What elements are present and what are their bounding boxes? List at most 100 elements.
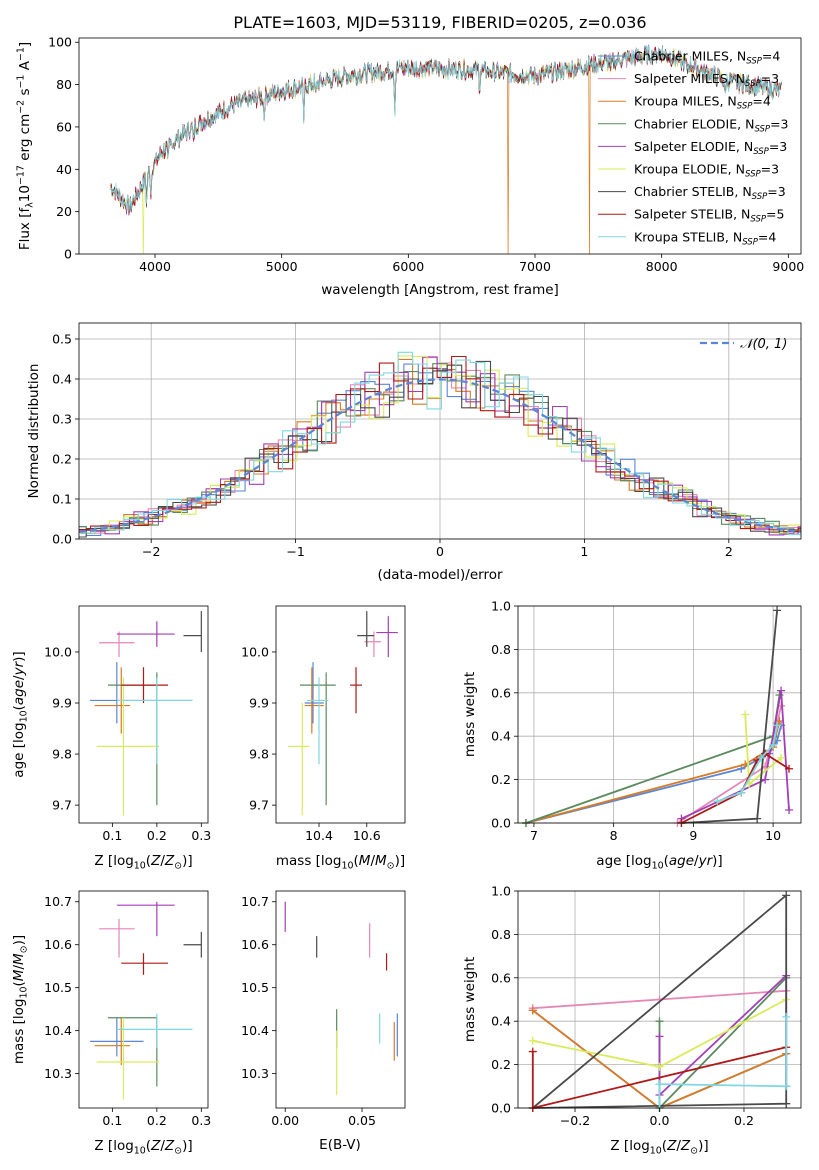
y-tick-label: 0.2 (491, 772, 511, 787)
label-part: )] (11, 651, 27, 662)
errorbar-point (357, 611, 374, 647)
errorbar-point (99, 918, 135, 958)
axes-frame (517, 890, 802, 1109)
label-part: 10 (650, 1145, 662, 1156)
label-part: ⊙ (174, 860, 182, 871)
label-part: / (11, 675, 27, 680)
weight-series-4 (658, 974, 788, 1096)
histogram-series-6 (79, 360, 801, 538)
plot-area (110, 44, 783, 254)
weight-marker (785, 805, 794, 814)
errorbar-point (304, 662, 324, 724)
errorbar-point (90, 1017, 144, 1057)
legend-sep: , (725, 229, 733, 244)
legend-nssp-prefix: N (737, 49, 746, 64)
label-part: yr (11, 660, 27, 676)
y-tick-label: 9.7 (52, 798, 72, 813)
weight-marker (741, 710, 750, 719)
axes-frame (275, 605, 406, 824)
label-part: ⊙ (690, 1145, 698, 1156)
label-part: A (17, 60, 33, 74)
x-axis-label: E(B-V) (319, 1137, 361, 1153)
label-part: / (370, 853, 375, 869)
label-part: ( (662, 1138, 667, 1154)
y-tick-label: 0.4 (52, 372, 72, 387)
weight-marker (753, 814, 762, 823)
legend-nssp-sub: SSP (753, 147, 769, 157)
histogram-series-2 (80, 358, 801, 534)
legend-nssp-prefix: N (741, 207, 750, 222)
y-tick-label: 0.4 (491, 1014, 511, 1029)
weight-series-8 (658, 1016, 788, 1108)
plot-area (90, 611, 202, 816)
legend-nssp-sub: SSP (750, 215, 766, 225)
weight-marker (773, 721, 782, 730)
y-tick-label: 10.6 (241, 937, 269, 952)
weight-marker (777, 753, 786, 762)
label-part: )] (712, 853, 723, 869)
x-tick-label: 10.4 (305, 828, 333, 843)
legend-nssp-value: =3 (761, 162, 779, 177)
x-tick-label: 4000 (139, 259, 171, 274)
x-tick-label: 0.2 (734, 1113, 754, 1128)
label-part: age [log (596, 853, 651, 869)
label-part: 10 (18, 710, 29, 722)
weight-marker (773, 606, 782, 615)
label-part: ⊙ (174, 1145, 182, 1156)
weight-marker (782, 891, 791, 900)
errorbar-point (94, 1017, 131, 1066)
errorbar-point (90, 662, 193, 724)
label-part: Z (150, 1138, 161, 1154)
x-tick-label: 0.1 (102, 828, 122, 843)
x-tick-label: 0.05 (348, 1113, 376, 1128)
y-tick-label: 1.0 (491, 599, 511, 614)
label-part: erg cm (17, 114, 33, 165)
label-part: Z (164, 1138, 175, 1154)
x-tick-label: 0.0 (650, 1113, 670, 1128)
y-axis-label: Normed distribution (26, 364, 42, 499)
axes-frame (78, 890, 209, 1109)
y-tick-label: 0 (64, 247, 72, 262)
normal-curve (79, 378, 801, 534)
label-part: Z [log (94, 853, 133, 869)
x-tick-label: 0.2 (147, 1113, 167, 1128)
x-tick-label: 0 (436, 544, 444, 559)
errorbar-point (116, 901, 175, 937)
label-part: )] (698, 1138, 709, 1154)
errorbar-point (299, 672, 336, 806)
label-part: M (11, 969, 27, 981)
legend-label: Chabrier MILES (634, 49, 729, 64)
x-tick-label: 10.6 (353, 828, 381, 843)
histogram-series-7 (79, 355, 801, 533)
y-tick-label: 100 (48, 35, 72, 50)
legend-entry: Kroupa MILES, NSSP=4 (634, 94, 771, 112)
plot-area (79, 323, 801, 539)
label-part: ( (664, 853, 669, 869)
label-part: Z (680, 1138, 691, 1154)
x-tick-label: −2 (142, 544, 160, 559)
y-tick-label: 20 (56, 204, 72, 219)
weight-marker (785, 764, 794, 773)
x-axis-label: (data-model)/error (377, 567, 503, 583)
x-tick-label: 9000 (772, 259, 804, 274)
errorbar-point (287, 703, 310, 816)
errorbar-point (96, 677, 160, 816)
legend-sep: , (728, 162, 736, 177)
label-part: −1 (16, 75, 27, 89)
x-tick-label: 0.1 (102, 1113, 122, 1128)
errorbar-point (99, 631, 135, 658)
y-axis-label: mass [log10(M/M⊙)] (11, 935, 29, 1064)
y-tick-label: 0.8 (491, 642, 511, 657)
label-part: ( (146, 1138, 151, 1154)
legend-nssp-prefix: N (742, 184, 751, 199)
legend-nssp-value: =4 (762, 49, 780, 64)
x-tick-label: 8000 (646, 259, 678, 274)
legend-nssp-sub: SSP (752, 192, 768, 202)
legend-nssp-sub: SSP (745, 170, 761, 180)
label-part: −2 (16, 100, 27, 114)
label-part: Z (666, 1138, 677, 1154)
legend-entry: 𝒩(0, 1) (740, 337, 787, 352)
axes-frame (517, 605, 802, 824)
legend-sep: , (719, 94, 727, 109)
